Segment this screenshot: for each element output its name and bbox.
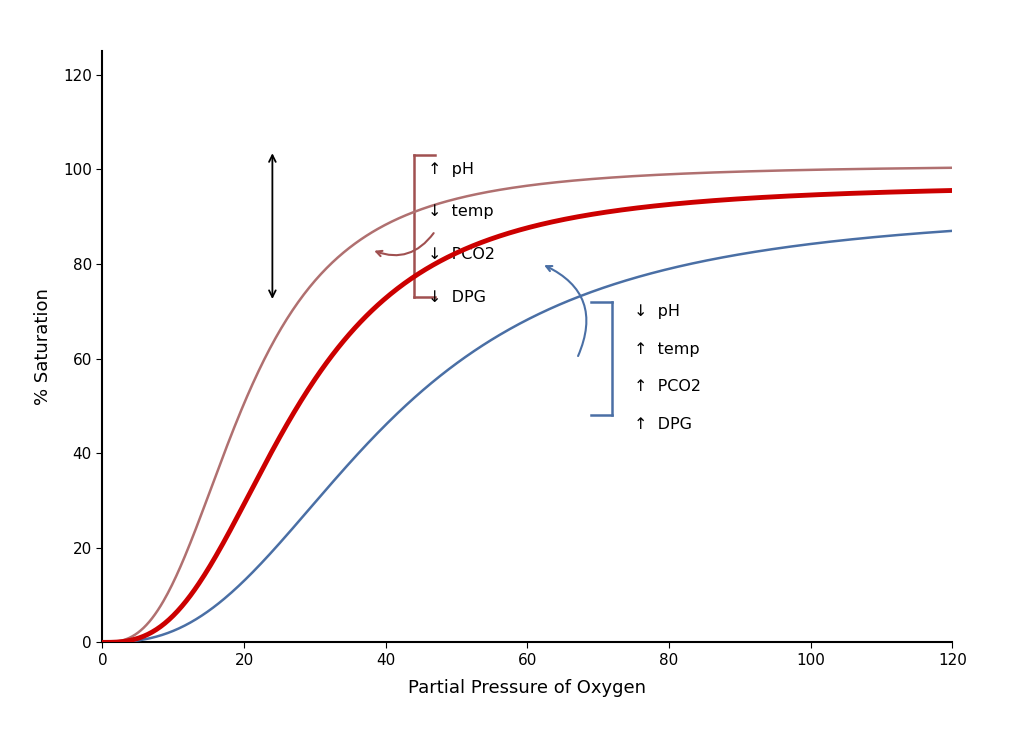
Text: ↑  PCO2: ↑ PCO2 [634,380,700,394]
X-axis label: Partial Pressure of Oxygen: Partial Pressure of Oxygen [409,679,646,697]
Text: ↓  pH: ↓ pH [634,304,680,319]
Text: ↓  DPG: ↓ DPG [428,290,486,304]
Text: ↑  temp: ↑ temp [634,342,699,357]
Text: ↓  temp: ↓ temp [428,204,494,220]
Text: ↑  DPG: ↑ DPG [634,418,691,432]
Text: ↓  PCO2: ↓ PCO2 [428,247,496,262]
Y-axis label: % Saturation: % Saturation [34,288,52,405]
Text: ↑  pH: ↑ pH [428,162,474,177]
